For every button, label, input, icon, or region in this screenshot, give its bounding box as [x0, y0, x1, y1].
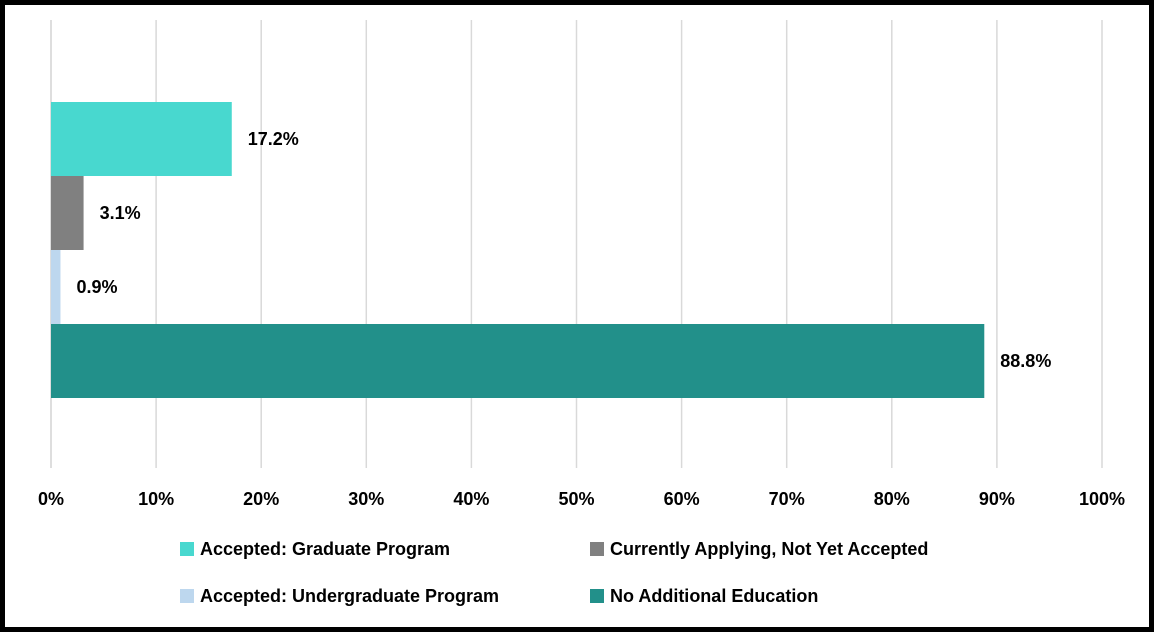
- bar: [51, 102, 232, 176]
- bar: [51, 324, 985, 398]
- legend-swatch: [590, 542, 604, 556]
- x-tick-label: 80%: [874, 489, 910, 509]
- legend-swatch: [180, 542, 194, 556]
- data-labels: 17.2% 3.1% 0.9% 88.8%: [76, 129, 1051, 371]
- x-tick-label: 20%: [243, 489, 279, 509]
- x-tick-label: 30%: [348, 489, 384, 509]
- data-label: 3.1%: [100, 203, 141, 223]
- legend-label: Accepted: Graduate Program: [200, 539, 450, 559]
- data-label: 0.9%: [76, 277, 117, 297]
- gridlines: [50, 20, 1103, 468]
- bar: [51, 250, 61, 324]
- x-tick-label: 50%: [558, 489, 594, 509]
- legend-swatch: [590, 589, 604, 603]
- legend-label: Currently Applying, Not Yet Accepted: [610, 539, 928, 559]
- x-tick-label: 100%: [1079, 489, 1125, 509]
- x-tick-label: 70%: [769, 489, 805, 509]
- legend: Accepted: Graduate Program Currently Appl…: [180, 539, 928, 606]
- legend-label: Accepted: Undergraduate Program: [200, 586, 499, 606]
- x-tick-label: 10%: [138, 489, 174, 509]
- x-axis-ticks: 0% 10% 20% 30% 40% 50% 60% 70% 80% 90% 100%: [38, 489, 1125, 509]
- data-label: 88.8%: [1000, 351, 1051, 371]
- legend-swatch: [180, 589, 194, 603]
- x-tick-label: 40%: [453, 489, 489, 509]
- x-tick-label: 90%: [979, 489, 1015, 509]
- bar-series: [51, 102, 985, 398]
- bar: [51, 176, 84, 250]
- data-label: 17.2%: [248, 129, 299, 149]
- x-tick-label: 0%: [38, 489, 64, 509]
- x-tick-label: 60%: [664, 489, 700, 509]
- legend-label: No Additional Education: [610, 586, 818, 606]
